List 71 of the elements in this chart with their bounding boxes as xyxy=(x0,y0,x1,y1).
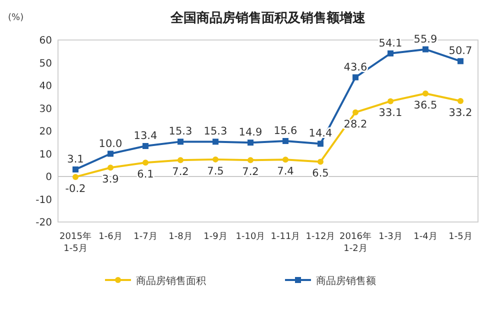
point xyxy=(248,157,254,164)
x-tick-label: 1-7月 xyxy=(134,232,158,242)
data-label: 15.3 xyxy=(204,126,228,138)
chart-title: 全国商品房销售面积及销售额增速 xyxy=(170,10,366,26)
data-label: 6.1 xyxy=(137,168,154,181)
x-tick-label: 1-5月 xyxy=(448,232,472,242)
point xyxy=(108,164,114,171)
y-tick-label: 50 xyxy=(39,58,52,70)
x-tick-label: 2016年 1-2月 xyxy=(340,231,372,254)
y-axis-title: (%) xyxy=(8,13,24,23)
x-tick-label: 2015年 1-5月 xyxy=(60,231,92,254)
point xyxy=(282,156,288,163)
data-label: 33.2 xyxy=(448,106,472,119)
data-label: -0.2 xyxy=(65,182,86,195)
data-label: 36.5 xyxy=(414,99,438,112)
point xyxy=(318,158,324,165)
point xyxy=(352,109,358,116)
point xyxy=(178,157,184,164)
data-label: 50.7 xyxy=(448,45,472,58)
x-tick-label: 1-3月 xyxy=(378,232,402,242)
data-label: 15.3 xyxy=(168,126,192,138)
data-label: 7.5 xyxy=(207,165,224,178)
legend-label: 商品房销售额 xyxy=(316,275,376,287)
x-tick-label: 1-10月 xyxy=(236,232,266,242)
data-label: 7.4 xyxy=(277,166,294,178)
point xyxy=(318,140,324,147)
x-tick-label: 1-4月 xyxy=(414,232,438,242)
y-tick-label: -10 xyxy=(36,194,52,206)
y-tick-label: 10 xyxy=(39,149,52,160)
y-tick-label: 0 xyxy=(46,172,52,183)
data-label: 43.6 xyxy=(344,61,368,74)
point xyxy=(142,160,148,166)
y-tick-label: 60 xyxy=(39,36,52,46)
data-label: 3.9 xyxy=(102,174,119,186)
data-label: 7.2 xyxy=(172,166,189,178)
data-label: 13.4 xyxy=(134,130,158,142)
point xyxy=(352,74,358,80)
point xyxy=(388,98,394,104)
point xyxy=(212,138,218,145)
x-tick-label: 1-12月 xyxy=(306,232,336,242)
point xyxy=(248,140,254,146)
y-tick-label: -20 xyxy=(36,218,52,228)
x-tick-label: 1-8月 xyxy=(168,232,192,242)
point xyxy=(458,58,464,64)
data-label: 6.5 xyxy=(312,168,329,180)
data-label: 55.9 xyxy=(414,33,438,46)
y-tick-label: 40 xyxy=(39,81,52,92)
data-label: 33.1 xyxy=(378,107,402,120)
point xyxy=(388,50,394,56)
data-label: 54.1 xyxy=(378,37,402,50)
point xyxy=(72,174,78,180)
point xyxy=(178,138,184,145)
point xyxy=(422,90,428,96)
point xyxy=(458,98,464,104)
data-label: 14.9 xyxy=(238,126,262,139)
point xyxy=(282,138,288,144)
x-tick-label: 1-6月 xyxy=(98,232,122,242)
data-label: 7.2 xyxy=(242,166,259,178)
legend-label: 商品房销售面积 xyxy=(136,275,206,287)
point xyxy=(72,166,78,172)
y-tick-label: 30 xyxy=(39,104,52,115)
data-label: 15.6 xyxy=(274,125,298,138)
point xyxy=(212,156,218,162)
x-tick-label: 1-9月 xyxy=(204,232,228,242)
y-tick-label: 20 xyxy=(39,126,52,138)
data-label: 3.1 xyxy=(67,153,84,166)
point xyxy=(108,150,114,157)
point xyxy=(422,46,428,52)
data-label: 10.0 xyxy=(98,138,122,150)
point xyxy=(142,143,148,150)
x-tick-label: 1-11月 xyxy=(270,232,300,242)
